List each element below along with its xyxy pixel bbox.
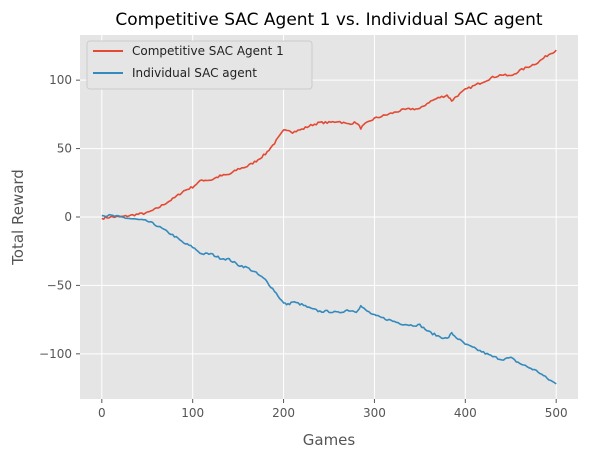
y-tick-label: −50: [47, 278, 72, 292]
y-tick-label: 0: [64, 210, 72, 224]
legend: Competitive SAC Agent 1 Individual SAC a…: [86, 40, 313, 90]
grid: [80, 35, 578, 399]
y-tick-label: −100: [39, 347, 72, 361]
series-lines: [101, 49, 557, 385]
x-tick-label: 200: [272, 406, 295, 420]
x-tick-label: 500: [545, 406, 568, 420]
x-tick-label: 400: [454, 406, 477, 420]
series-line-individual: [101, 213, 557, 385]
x-tick-labels: 0 100 200 300 400 500: [98, 399, 568, 420]
y-tick-label: 100: [49, 73, 72, 87]
chart-title: Competitive SAC Agent 1 vs. Individual S…: [115, 10, 543, 30]
x-tick-label: 100: [181, 406, 204, 420]
x-axis-title: Games: [303, 431, 356, 449]
legend-label-individual: Individual SAC agent: [132, 66, 257, 80]
y-axis-title: Total Reward: [9, 169, 27, 266]
legend-box: [86, 40, 313, 90]
series-line-competitive: [101, 49, 557, 220]
y-tick-labels: −100 −50 0 50 100: [39, 73, 80, 361]
y-tick-label: 50: [57, 142, 72, 156]
x-tick-label: 300: [363, 406, 386, 420]
legend-label-competitive: Competitive SAC Agent 1: [132, 44, 284, 58]
x-tick-label: 0: [98, 406, 106, 420]
